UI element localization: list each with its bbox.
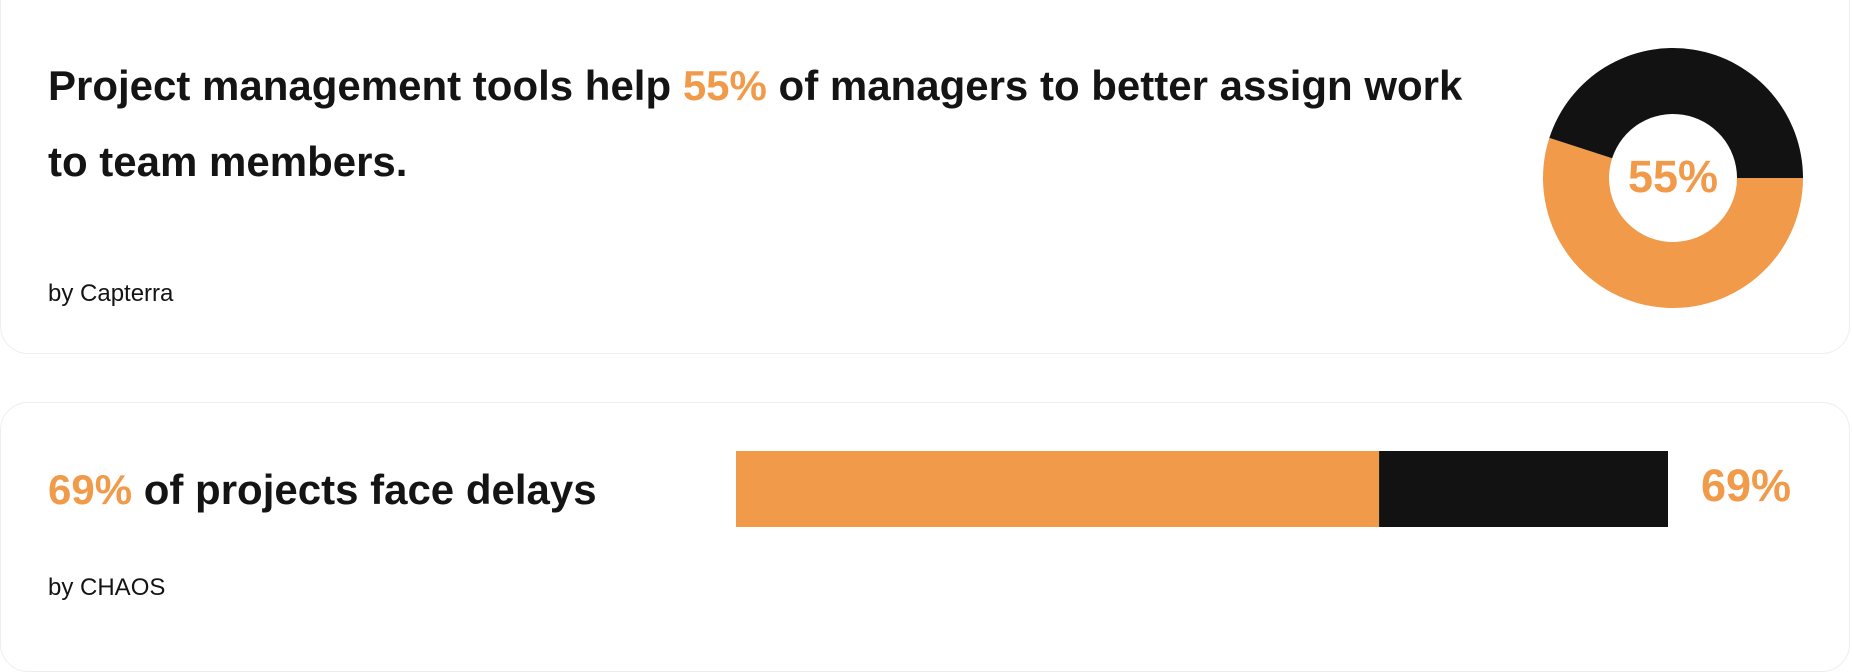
source: by CHAOS [48,574,166,601]
headline: 69% of projects face delays [48,452,597,528]
charts: 55% 69% [736,48,1803,527]
headline: Project management tools help 55% of man… [48,48,1468,200]
bar-segment [1379,451,1668,527]
bar-label: 69% [1701,460,1791,511]
donut-label: 55% [1628,151,1718,202]
headline-text: of managers to better assign work to tea… [48,62,1463,185]
headline-text: Project management tools help [48,62,672,109]
headline-highlight: 55% [682,62,767,109]
headline-text: of projects face delays [143,466,597,513]
headline-highlight: 69% [48,466,133,513]
card [0,0,1850,354]
source: by Capterra [48,280,174,307]
bar-segment [736,451,1380,527]
donut-slice [1543,137,1803,309]
donut-slice [1549,48,1803,178]
card [0,402,1850,672]
